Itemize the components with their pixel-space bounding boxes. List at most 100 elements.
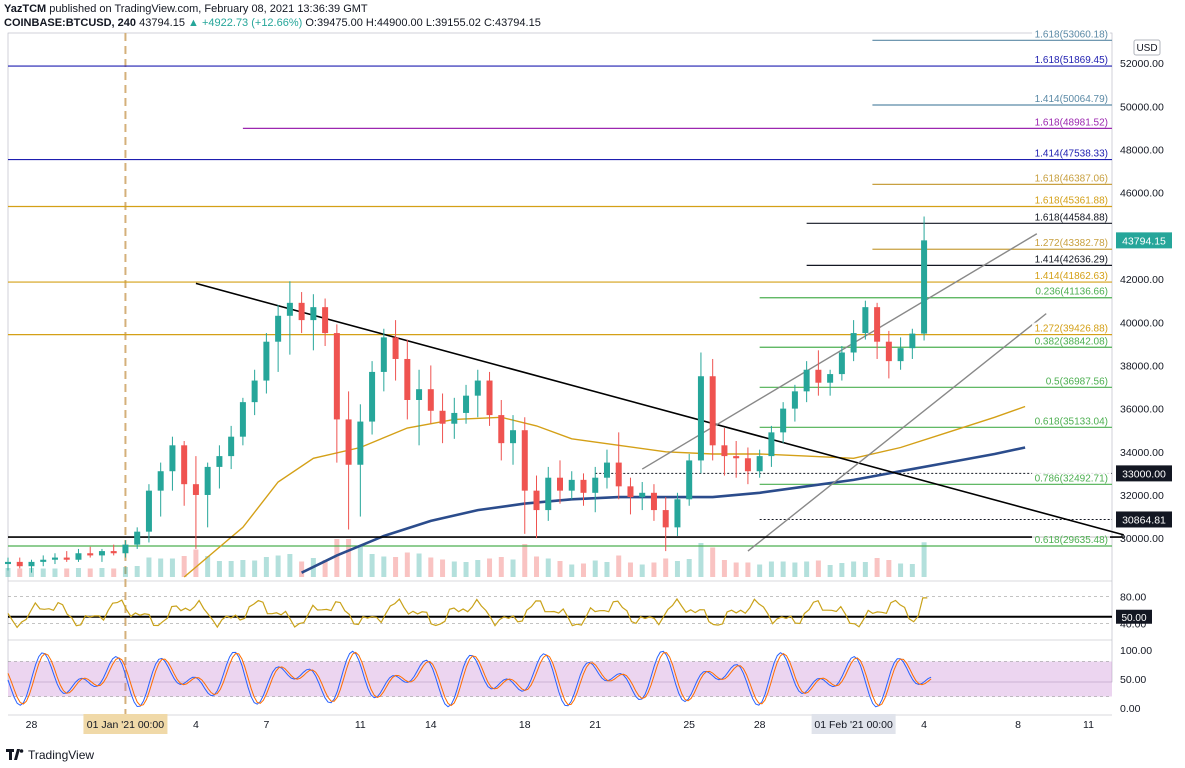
candle-body xyxy=(404,358,411,400)
stoch-band xyxy=(8,661,1112,697)
author-name[interactable]: YazTCM xyxy=(4,3,47,15)
candle-body xyxy=(521,430,528,491)
channel-lower xyxy=(747,313,1047,552)
volume-bar xyxy=(240,560,246,577)
price-tick-label: 46000.00 xyxy=(1120,188,1164,200)
candle-body xyxy=(486,380,493,416)
volume-bar xyxy=(627,562,633,577)
symbol-name[interactable]: COINBASE:BTCUSD, 240 xyxy=(4,17,137,29)
volume-bar xyxy=(616,555,622,577)
candle-layer xyxy=(5,216,928,573)
candle-body xyxy=(580,479,587,493)
rsi-value-tag xyxy=(1116,609,1152,624)
candle-body xyxy=(333,333,340,420)
candle-body xyxy=(921,240,928,334)
level-price-tag xyxy=(1116,511,1172,528)
level-label: 1.618(44584.88) xyxy=(1035,212,1108,223)
level-price-text: 33000.00 xyxy=(1122,468,1166,480)
level-label: 0.236(41136.66) xyxy=(1035,287,1108,298)
candle-body xyxy=(310,307,317,321)
level-label: 1.414(50064.79) xyxy=(1035,94,1108,105)
candle-body xyxy=(662,510,669,528)
level-label: 0.618(29635.48) xyxy=(1035,535,1108,546)
level-label-bg xyxy=(1032,534,1110,546)
level-label-bg xyxy=(1032,472,1110,484)
candle-body xyxy=(416,389,423,400)
candle-body xyxy=(838,352,845,375)
last-price-text: 43794.15 xyxy=(139,17,185,29)
level-label-bg xyxy=(1032,116,1110,128)
volume-bar xyxy=(580,563,586,577)
level-price-tag xyxy=(1116,465,1172,482)
level-labels-layer: 1.618(53060.18) 1.618(51869.45) 1.414(5006… xyxy=(1032,28,1172,546)
time-tick-label: 28 xyxy=(754,719,766,731)
price-tick-label: 50000.00 xyxy=(1120,101,1164,113)
volume-bar xyxy=(792,562,798,577)
candle-body xyxy=(615,462,622,487)
volume-bar xyxy=(827,565,833,577)
level-label: 1.272(39426.88) xyxy=(1035,324,1108,335)
volume-bar xyxy=(451,561,457,577)
candle-body xyxy=(439,410,446,424)
volume-bar xyxy=(698,543,704,577)
stoch-k-line xyxy=(7,650,932,708)
price-tick-label: 34000.00 xyxy=(1120,447,1164,459)
volume-bar xyxy=(639,564,645,577)
volume-bar xyxy=(416,553,422,577)
candle-body xyxy=(286,302,293,316)
time-tick-label: 01 Jan '21 00:00 xyxy=(87,719,164,731)
rsi-tick-80: 80.00 xyxy=(1120,592,1146,604)
candle-body xyxy=(392,337,399,359)
time-tick-label: 21 xyxy=(589,719,601,731)
volume-bar xyxy=(216,561,222,577)
level-label: 1.618(46387.06) xyxy=(1035,173,1108,184)
volume-bar xyxy=(604,562,610,577)
moving-average-layer xyxy=(183,405,1026,578)
candle-body xyxy=(228,436,235,457)
volume-bar xyxy=(592,560,598,577)
level-label-bg xyxy=(1032,335,1110,347)
level-price-text: 30864.81 xyxy=(1122,514,1166,526)
grid-layer xyxy=(7,32,1113,715)
publish-line: YazTCM published on TradingView.com, Feb… xyxy=(4,2,1184,16)
volume-bar xyxy=(181,556,187,577)
trendline-layer xyxy=(8,233,1124,552)
tradingview-brand[interactable]: TradingView xyxy=(28,748,95,762)
volume-bar xyxy=(322,560,328,577)
candle-body xyxy=(28,561,35,567)
candle-body xyxy=(369,371,376,422)
volume-bar xyxy=(228,561,234,577)
candle-body xyxy=(627,486,634,498)
level-label-bg xyxy=(1032,237,1110,249)
candle-body xyxy=(650,492,657,511)
volume-bar xyxy=(898,563,904,577)
candle-body xyxy=(803,369,810,392)
price-tick-label: 40000.00 xyxy=(1120,317,1164,329)
candle-body xyxy=(557,477,563,491)
level-label: 1.618(48981.52) xyxy=(1035,117,1108,128)
candle-body xyxy=(909,333,916,349)
price-tick-label: 38000.00 xyxy=(1120,360,1164,372)
candle-body xyxy=(75,553,82,560)
candle-body xyxy=(275,315,282,342)
volume-bar xyxy=(252,560,258,577)
candle-body xyxy=(592,477,599,493)
level-label-bg xyxy=(1032,211,1110,223)
candle-body xyxy=(110,551,117,554)
candle-body xyxy=(510,430,517,444)
time-tick-label: 4 xyxy=(193,719,199,731)
currency-label: USD xyxy=(1136,43,1157,54)
candle-body xyxy=(862,307,869,334)
volume-bar xyxy=(498,557,504,577)
price-tick-label: 36000.00 xyxy=(1120,404,1164,416)
level-label-bg xyxy=(1032,270,1110,282)
volume-bar xyxy=(909,564,915,577)
candle-body xyxy=(263,341,270,381)
level-label-bg xyxy=(1032,28,1110,40)
volume-bar xyxy=(440,559,446,577)
volume-bar xyxy=(686,559,692,577)
volume-bar xyxy=(557,561,563,577)
level-label: 1.414(42636.29) xyxy=(1035,254,1108,265)
candle-body xyxy=(733,456,740,459)
